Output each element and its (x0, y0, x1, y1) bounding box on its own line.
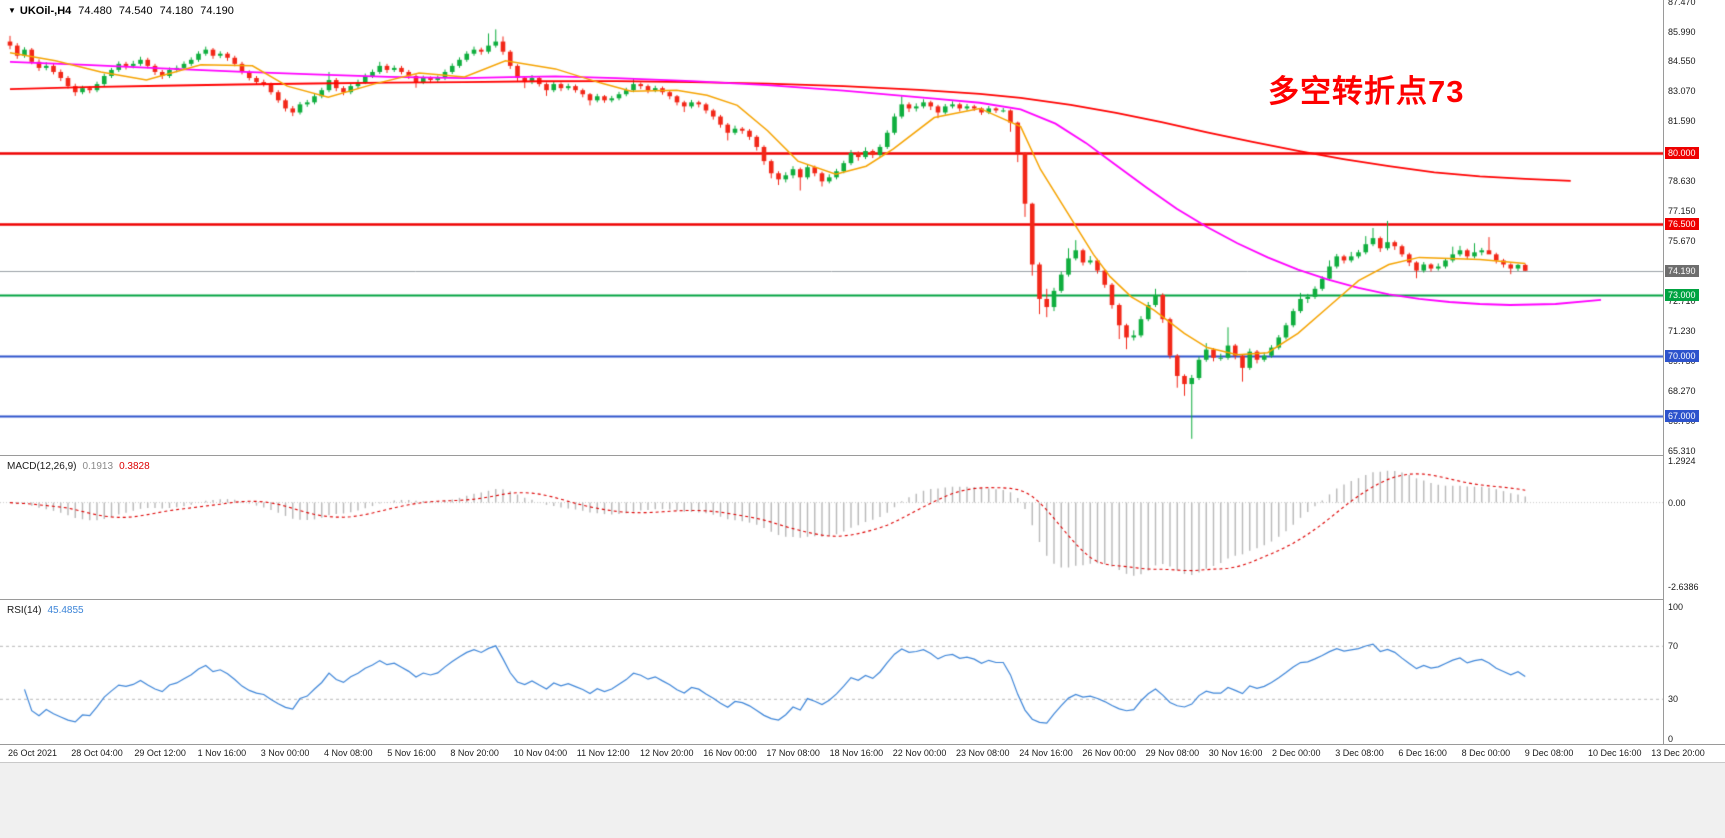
time-axis-label: 22 Nov 00:00 (892, 748, 947, 758)
time-axis-label: 11 Nov 12:00 (576, 748, 630, 758)
rsi-pane-canvas[interactable] (0, 600, 1663, 743)
bottom-spacer (0, 762, 1725, 838)
time-axis-label: 13 Dec 20:00 (1651, 748, 1705, 758)
time-axis-label: 6 Dec 16:00 (1398, 748, 1447, 758)
time-axis-label: 18 Nov 16:00 (829, 748, 884, 758)
symbol-dropdown-icon[interactable]: ▼ (8, 6, 16, 15)
time-axis-label: 1 Nov 16:00 (197, 748, 247, 758)
time-axis-label: 2 Dec 00:00 (1272, 748, 1321, 758)
bar-low-value: 74.180 (159, 5, 194, 17)
chart-header: ▼ UKOil-,H4 74.480 74.540 74.180 74.190 (8, 5, 234, 17)
price-level-label: 73.000 (1665, 288, 1699, 301)
time-axis-label: 4 Nov 08:00 (324, 748, 373, 758)
time-axis-label: 12 Nov 20:00 (640, 748, 694, 758)
time-axis-label: 16 Nov 00:00 (703, 748, 757, 758)
axis-tick-label: 84.550 (1668, 55, 1696, 66)
pane-divider-macd[interactable] (0, 455, 1725, 456)
annotation-text[interactable]: 多空转折点73 (1268, 74, 1465, 109)
time-axis-label: 24 Nov 16:00 (1019, 748, 1073, 758)
axis-tick-label: 1.2924 (1668, 456, 1696, 467)
price-level-label: 74.190 (1665, 264, 1699, 277)
pane-divider-rsi[interactable] (0, 599, 1725, 600)
axis-tick-label: 77.150 (1668, 205, 1696, 216)
time-axis-label: 5 Nov 16:00 (387, 748, 436, 758)
bar-close-value: 74.190 (200, 5, 234, 17)
axis-tick-label: 68.270 (1668, 385, 1696, 396)
axis-tick-label: 78.630 (1668, 175, 1696, 186)
axis-tick-label: 0 (1668, 734, 1674, 745)
bar-high-value: 74.540 (118, 5, 153, 17)
axis-tick-label: 100 (1668, 601, 1684, 612)
axis-tick-label: 85.990 (1668, 26, 1696, 37)
price-level-label: 67.000 (1665, 410, 1699, 423)
time-axis-label: 17 Nov 08:00 (766, 748, 820, 758)
time-axis-label: 30 Nov 16:00 (1208, 748, 1263, 758)
price-chart-canvas[interactable] (0, 0, 1663, 455)
macd-label: MACD(12,26,9) 0.1913 0.3828 (7, 461, 150, 472)
time-axis-label: 10 Nov 04:00 (513, 748, 568, 758)
time-axis-label: 26 Nov 00:00 (1082, 748, 1136, 758)
axis-tick-label: 75.670 (1668, 235, 1696, 246)
price-axis[interactable]: 87.47085.99084.55083.07081.59080.11078.6… (1663, 0, 1725, 744)
axis-tick-label: 81.590 (1668, 115, 1696, 126)
time-axis[interactable]: 26 Oct 2021 28 Oct 04:00 29 Oct 12:00 1 Nov… (0, 745, 1725, 762)
macd-main-value: 0.1913 (82, 461, 114, 472)
time-axis-label: 29 Nov 08:00 (1145, 748, 1200, 758)
chart-symbol-timeframe: UKOil-,H4 (19, 5, 72, 17)
time-axis-label: 26 Oct 2021 (8, 748, 58, 758)
time-axis-label: 8 Dec 00:00 (1461, 748, 1511, 758)
macd-signal-value: 0.3828 (119, 461, 150, 472)
axis-tick-label: 87.470 (1668, 0, 1696, 7)
rsi-indicator-name: RSI(14) (7, 605, 42, 616)
rsi-label: RSI(14) 45.4855 (7, 605, 84, 616)
price-level-label: 76.500 (1665, 217, 1699, 230)
time-axis-label: 29 Oct 12:00 (134, 748, 186, 758)
axis-tick-label: 65.310 (1668, 445, 1696, 456)
axis-tick-label: 71.230 (1668, 325, 1696, 336)
time-axis-label: 28 Oct 04:00 (71, 748, 123, 758)
axis-tick-label: 70 (1668, 641, 1679, 652)
bar-open-value: 74.480 (78, 5, 112, 17)
axis-tick-label: 0.00 (1668, 497, 1686, 508)
time-axis-label: 3 Nov 00:00 (260, 748, 310, 758)
time-axis-label: 8 Nov 20:00 (450, 748, 499, 758)
axis-tick-label: 30 (1668, 694, 1679, 705)
time-axis-label: 9 Dec 08:00 (1524, 748, 1574, 758)
pane-divider-bottom (0, 744, 1725, 745)
axis-tick-label: 83.070 (1668, 85, 1696, 96)
price-level-label: 70.000 (1665, 349, 1699, 362)
axis-tick-label: -2.6386 (1668, 582, 1699, 593)
price-level-label: 80.000 (1665, 147, 1699, 160)
macd-pane-canvas[interactable] (0, 456, 1663, 599)
macd-indicator-name: MACD(12,26,9) (7, 461, 77, 472)
time-axis-label: 10 Dec 16:00 (1588, 748, 1642, 758)
time-axis-label: 23 Nov 08:00 (956, 748, 1010, 758)
time-axis-label: 3 Dec 08:00 (1335, 748, 1384, 758)
rsi-value: 45.4855 (47, 605, 84, 616)
